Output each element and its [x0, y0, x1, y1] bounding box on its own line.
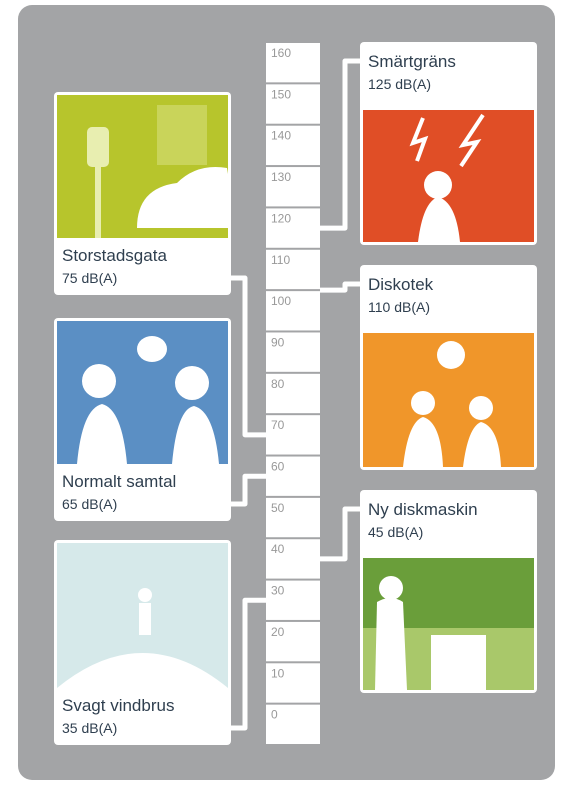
illustration — [57, 321, 228, 464]
head — [175, 366, 209, 400]
light — [87, 127, 109, 167]
scale-label: 50 — [271, 501, 285, 515]
infographic: 0 10 20 30 40 50 60 70 80 90 100 110 120 130 140 150 160… — [0, 0, 571, 785]
card: Ny diskmaskin 45 dB(A) — [360, 490, 537, 693]
illustration — [363, 110, 534, 242]
scale-label: 90 — [271, 335, 285, 349]
body — [375, 598, 407, 690]
scale-label: 130 — [271, 170, 291, 184]
scale-label: 120 — [271, 211, 291, 225]
illustration — [57, 95, 237, 238]
building — [157, 105, 207, 165]
scale-label: 110 — [271, 253, 290, 267]
card-level: 35 dB(A) — [62, 720, 117, 736]
card-title: Diskotek — [368, 275, 434, 294]
card-level: 75 dB(A) — [62, 270, 117, 286]
scale: 0 10 20 30 40 50 60 70 80 90 100 110 120 130 140 150 160 — [266, 43, 320, 744]
scale-label: 150 — [271, 87, 291, 101]
head — [411, 391, 435, 415]
card: Svagt vindbrus 35 dB(A) — [54, 540, 231, 745]
scale-label: 80 — [271, 377, 285, 391]
scale-label: 0 — [271, 708, 278, 722]
card-title: Svagt vindbrus — [62, 696, 174, 715]
body — [139, 603, 151, 635]
head — [379, 576, 403, 600]
scale-label: 10 — [271, 666, 285, 680]
head — [469, 396, 493, 420]
disco-ball — [437, 341, 465, 369]
card-title: Storstadsgata — [62, 246, 167, 265]
scale-label: 40 — [271, 542, 285, 556]
card-level: 110 dB(A) — [368, 299, 430, 315]
card-title: Ny diskmaskin — [368, 500, 478, 519]
card-level: 125 dB(A) — [368, 76, 431, 92]
dishwasher — [431, 635, 486, 690]
card: Diskotek 110 dB(A) — [360, 265, 537, 470]
card-title: Smärtgräns — [368, 52, 456, 71]
head — [424, 171, 452, 199]
scale-label: 140 — [271, 129, 291, 143]
scale-label: 30 — [271, 584, 285, 598]
card: Storstadsgata 75 dB(A) — [54, 92, 237, 295]
card-level: 65 dB(A) — [62, 496, 117, 512]
scale-label: 70 — [271, 418, 285, 432]
card-level: 45 dB(A) — [368, 524, 423, 540]
illustration — [363, 558, 534, 690]
scale-label: 100 — [271, 294, 291, 308]
scale-label: 20 — [271, 625, 285, 639]
illustration — [363, 333, 534, 467]
card-title: Normalt samtal — [62, 472, 176, 491]
scale-label: 160 — [271, 46, 291, 60]
card: Smärtgräns 125 dB(A) — [360, 42, 537, 245]
card: Normalt samtal 65 dB(A) — [54, 318, 231, 521]
bubble — [137, 336, 167, 362]
illustration — [57, 543, 228, 688]
head — [138, 588, 152, 602]
scale-label: 60 — [271, 460, 285, 474]
head — [82, 364, 116, 398]
